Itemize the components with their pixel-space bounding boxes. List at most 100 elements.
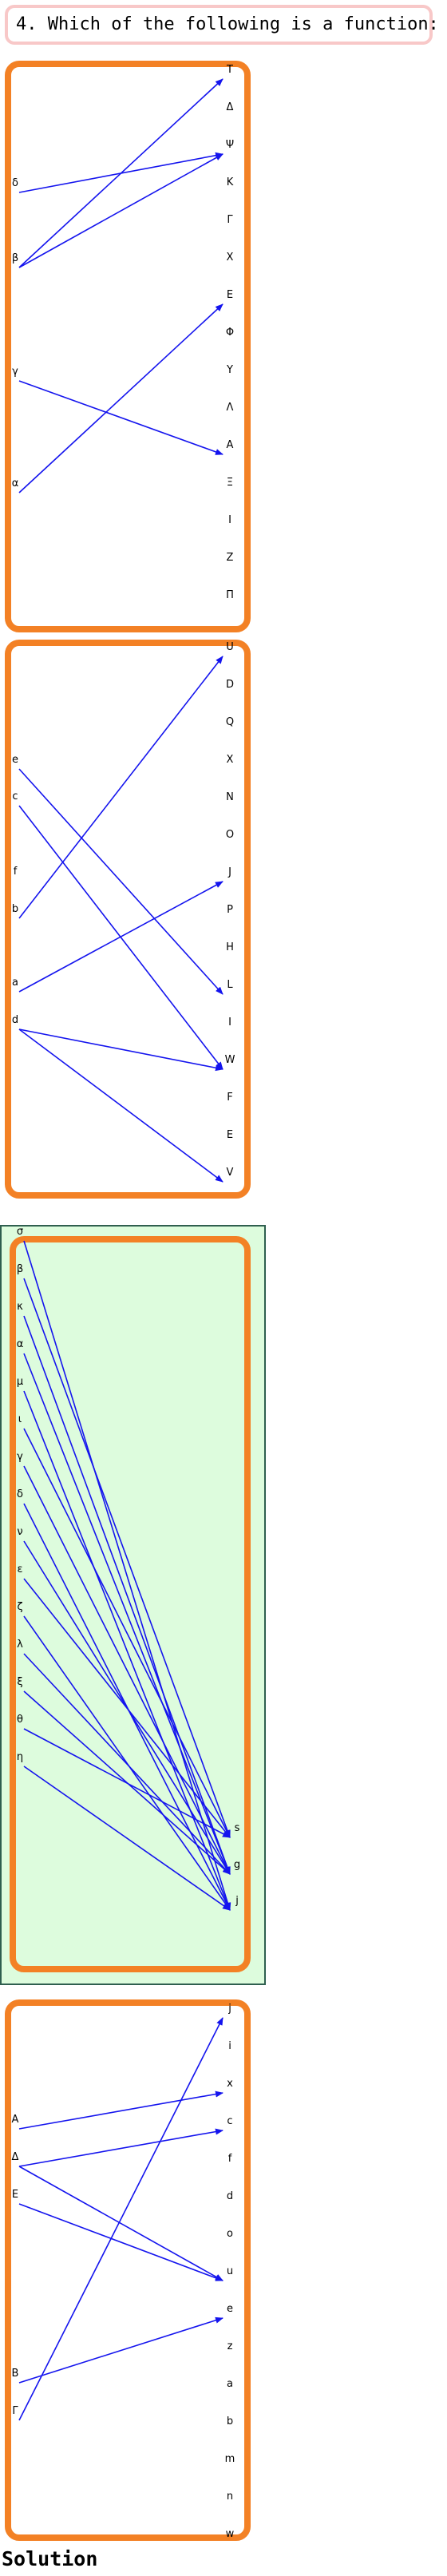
answer-option-box-3[interactable] xyxy=(10,1236,251,1972)
codomain-label: d xyxy=(227,2190,233,2202)
arrow-b-to-e xyxy=(18,2316,224,2384)
codomain-label: O xyxy=(226,829,234,841)
domain-label: Γ xyxy=(12,2405,18,2417)
domain-label: α xyxy=(12,478,19,489)
arrow-e-to-u xyxy=(18,2203,224,2281)
answer-option-box-1[interactable] xyxy=(5,61,251,632)
domain-label: σ xyxy=(17,1226,23,1238)
codomain-label: Z xyxy=(227,552,234,564)
diagram-2[interactable]: e c f b a d U D Q X N O J P H L I W F E V xyxy=(5,640,251,1199)
arrow-u3b3-to-g xyxy=(23,1465,231,1875)
domain-label: E xyxy=(12,2189,18,2201)
arrow-u3c3-to-j xyxy=(23,1240,231,1911)
codomain-label: Γ xyxy=(227,214,233,226)
codomain-label: F xyxy=(227,1092,232,1104)
domain-label: ε xyxy=(17,1563,22,1575)
codomain-label: Φ xyxy=(226,327,234,339)
arrow-u3b2-to-u3a8 xyxy=(18,153,224,268)
domain-label: c xyxy=(12,791,18,803)
arrow-u3b5-to-s xyxy=(23,1578,231,1838)
domain-label: γ xyxy=(12,366,18,378)
domain-label: ξ xyxy=(17,1676,22,1688)
domain-label: κ xyxy=(17,1301,23,1313)
codomain-label: e xyxy=(227,2303,233,2315)
domain-label: a xyxy=(12,977,18,989)
domain-label: B xyxy=(12,2368,19,2380)
arrow-e-to-l xyxy=(18,768,224,995)
codomain-label: m xyxy=(225,2453,235,2465)
codomain-label: z xyxy=(227,2340,233,2352)
domain-label: α xyxy=(17,1338,24,1350)
domain-label: μ xyxy=(17,1376,23,1388)
codomain-label: c xyxy=(227,2115,232,2127)
codomain-label: I xyxy=(228,514,231,526)
codomain-label: Δ xyxy=(227,101,234,113)
codomain-label: J xyxy=(227,866,231,878)
codomain-label: Ψ xyxy=(226,139,234,151)
codomain-label: E xyxy=(227,1129,233,1141)
codomain-label: j xyxy=(235,1895,239,1907)
arrow-u3b1-to-e xyxy=(18,303,224,493)
arrow-u3b8-to-s xyxy=(23,1728,231,1838)
codomain-label: V xyxy=(227,1167,234,1179)
domain-label: η xyxy=(17,1751,23,1763)
domain-label: ν xyxy=(17,1526,22,1538)
codomain-label: W xyxy=(225,1054,235,1066)
domain-label: β xyxy=(12,252,18,264)
codomain-label: X xyxy=(227,754,234,766)
codomain-label: I xyxy=(228,1017,231,1028)
arrow-b-to-u xyxy=(18,656,224,919)
arrow-u3bb-to-g xyxy=(23,1653,231,1875)
codomain-label: w xyxy=(226,2528,235,2540)
diagram-3[interactable]: σ β κ α μ ι γ δ ν ε ζ λ ξ θ η s g j xyxy=(10,1226,251,1972)
codomain-label: D xyxy=(226,679,234,691)
arrow-d-to-v xyxy=(18,1028,224,1183)
arrow-u3b3-to-a xyxy=(18,380,224,455)
codomain-label: Π xyxy=(226,589,234,601)
domain-label: b xyxy=(12,903,18,915)
arrow-u3b2-to-t xyxy=(18,78,224,268)
codomain-label: T xyxy=(226,64,233,76)
codomain-label: b xyxy=(227,2415,233,2427)
domain-label: e xyxy=(12,754,18,766)
codomain-label: N xyxy=(226,791,234,803)
diagram-1[interactable]: δ β γ α T Δ Ψ K Γ X E Φ Y Λ A Ξ I Z Π xyxy=(5,61,251,632)
arrow-u3ba-to-g xyxy=(23,1315,231,1875)
codomain-label: j xyxy=(227,2003,231,2015)
codomain-label: g xyxy=(234,1859,240,1871)
answer-option-box-2[interactable] xyxy=(5,640,251,1199)
arrow-u394-to-u xyxy=(18,2166,224,2281)
solution-heading: Solution xyxy=(2,2547,98,2570)
arrow-a-to-j xyxy=(18,881,224,993)
domain-label: d xyxy=(12,1014,18,1026)
codomain-label: x xyxy=(227,2078,233,2090)
codomain-label: a xyxy=(227,2378,233,2390)
domain-label: Δ xyxy=(12,2151,19,2163)
answer-option-box-4[interactable] xyxy=(5,1999,251,2541)
codomain-label: P xyxy=(227,904,233,916)
domain-label: ι xyxy=(18,1413,22,1425)
codomain-label: L xyxy=(227,979,233,991)
codomain-label: E xyxy=(227,289,233,301)
codomain-label: o xyxy=(227,2228,233,2240)
codomain-label: Ξ xyxy=(227,477,233,489)
domain-label: λ xyxy=(17,1639,23,1651)
codomain-label: U xyxy=(226,641,234,653)
codomain-label: u xyxy=(227,2265,233,2277)
arrow-u3b1-to-g xyxy=(23,1353,231,1875)
codomain-label: Λ xyxy=(227,402,234,414)
arrow-a-to-x xyxy=(18,2091,224,2130)
codomain-label: n xyxy=(227,2491,233,2503)
question-banner: 4. Which of the following is a function: xyxy=(5,5,439,45)
question-text: 4. Which of the following is a function: xyxy=(16,14,439,34)
domain-label: δ xyxy=(12,177,18,189)
domain-label: γ xyxy=(17,1451,23,1463)
domain-label: A xyxy=(12,2114,19,2126)
arrow-u393-to-j xyxy=(18,2017,224,2421)
codomain-label: i xyxy=(228,2040,231,2052)
codomain-label: A xyxy=(227,439,234,451)
codomain-label: Q xyxy=(226,716,234,728)
diagram-4[interactable]: A Δ E B Γj i x c f d o u e z a b m n w xyxy=(5,1999,251,2541)
codomain-label: f xyxy=(228,2153,232,2165)
